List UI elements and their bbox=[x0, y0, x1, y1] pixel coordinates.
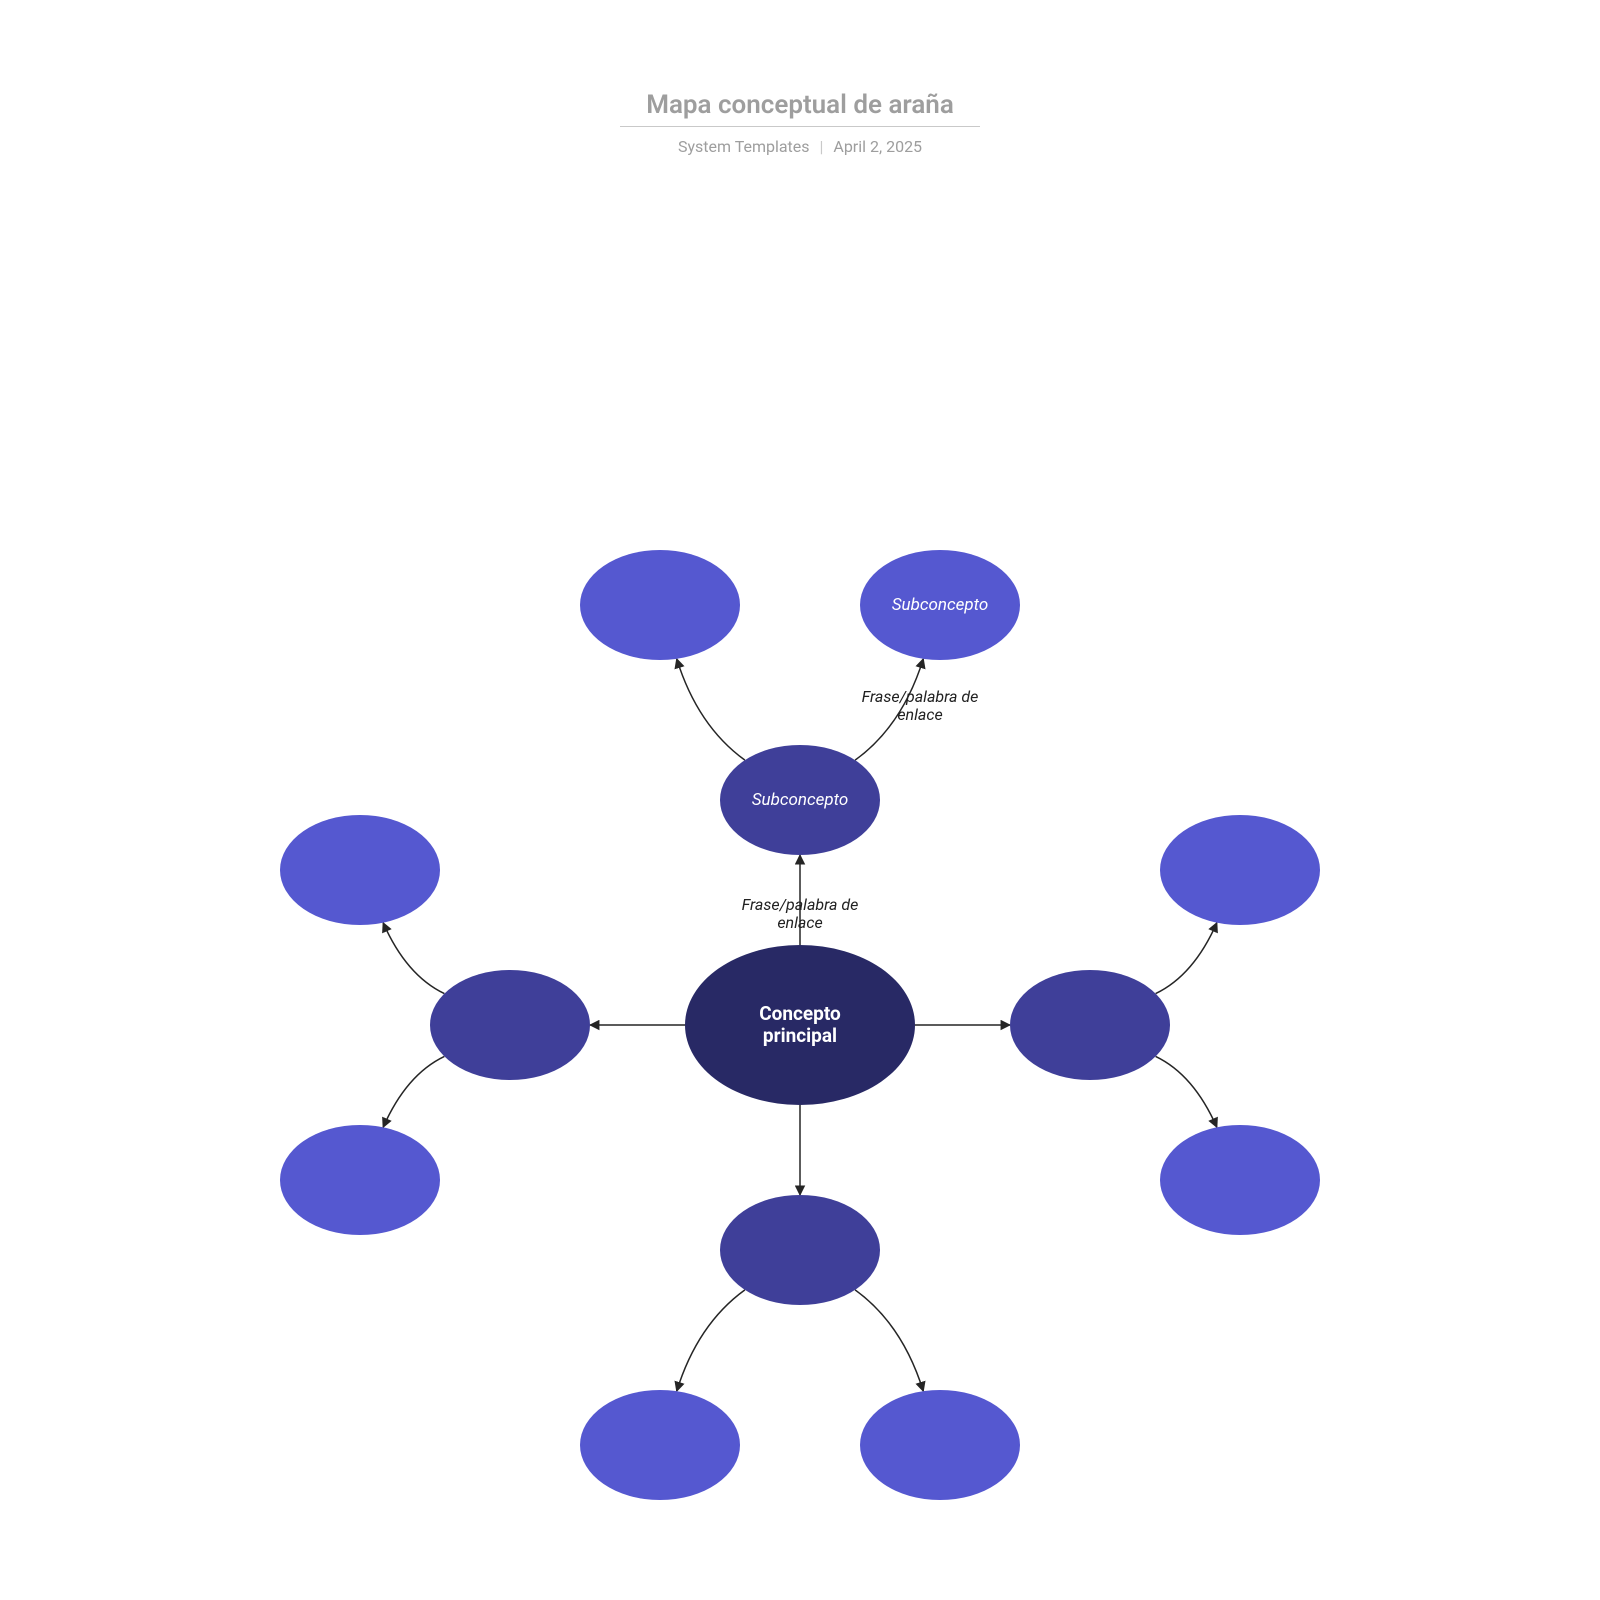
edge bbox=[677, 1290, 745, 1391]
concept-node-leaf bbox=[1160, 815, 1320, 925]
nodes-group: Conceptoprincipal Subconcepto Subconcepto bbox=[280, 550, 1320, 1500]
concept-node-leaf bbox=[280, 1125, 440, 1235]
edge bbox=[1156, 1056, 1217, 1127]
concept-node-leaf bbox=[280, 815, 440, 925]
concept-node-leaf bbox=[860, 1390, 1020, 1500]
node-label: Subconcepto bbox=[752, 790, 849, 810]
concept-node-sub bbox=[430, 970, 590, 1080]
concept-node-leaf bbox=[1160, 1125, 1320, 1235]
edge bbox=[1156, 923, 1217, 994]
node-label: Subconcepto bbox=[892, 595, 989, 615]
edge bbox=[677, 659, 745, 760]
concept-node-leaf bbox=[580, 1390, 740, 1500]
node-label: Conceptoprincipal bbox=[759, 1002, 841, 1047]
concept-map-diagram: Frase/palabra deenlace Frase/palabra deen… bbox=[0, 0, 1600, 1600]
edge bbox=[383, 923, 444, 994]
edge bbox=[855, 1290, 923, 1391]
edge-label: Frase/palabra deenlace bbox=[742, 895, 859, 932]
concept-node-sub bbox=[720, 1195, 880, 1305]
edge bbox=[383, 1056, 444, 1127]
concept-node-leaf bbox=[580, 550, 740, 660]
concept-node-sub bbox=[1010, 970, 1170, 1080]
edge-label: Frase/palabra deenlace bbox=[862, 687, 979, 724]
